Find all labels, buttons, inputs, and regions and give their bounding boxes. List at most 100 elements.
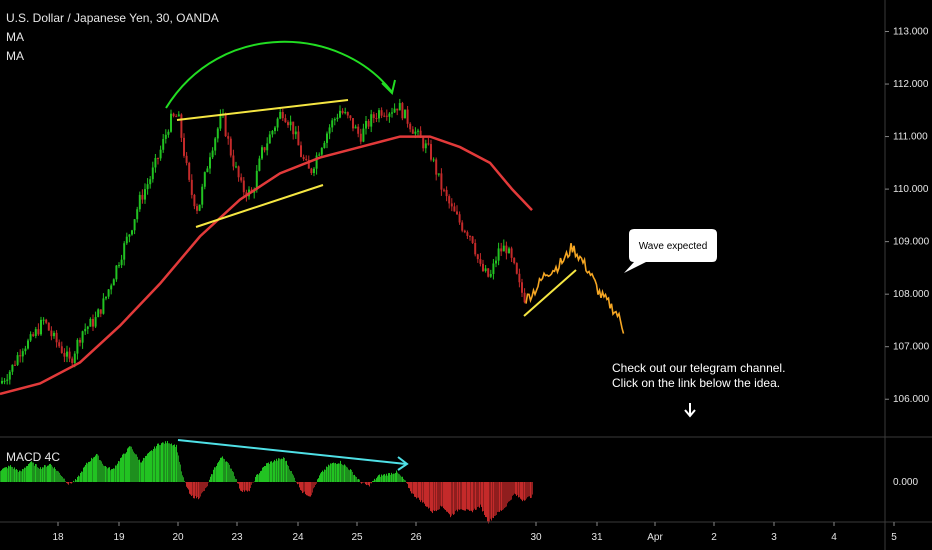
macd-bar [245, 482, 246, 491]
macd-bar [430, 482, 431, 511]
macd-bar [131, 446, 132, 482]
macd-bar [253, 482, 254, 483]
x-tick-label: 4 [831, 532, 837, 543]
candle-body [484, 268, 487, 272]
macd-bar [106, 466, 107, 482]
macd-bar [366, 482, 367, 486]
macd-bar [140, 462, 141, 482]
macd-bar [186, 482, 187, 487]
macd-bar [515, 482, 516, 495]
macd-bar [347, 467, 348, 482]
candle-body [196, 206, 198, 211]
candle-body [448, 196, 451, 204]
macd-bar [427, 482, 428, 507]
macd-bar [203, 482, 204, 492]
macd-bar [526, 482, 527, 499]
macd-bar [460, 482, 461, 510]
macd-bar [184, 480, 185, 482]
macd-bar [340, 460, 341, 482]
macd-bar [44, 465, 45, 482]
macd-bar [214, 467, 215, 482]
macd-bar [146, 455, 147, 482]
candle-body [476, 254, 479, 260]
macd-bar [45, 465, 46, 482]
macd-bar [215, 467, 216, 482]
macd-bar [255, 476, 256, 482]
candle-body [68, 351, 71, 359]
candle-body [157, 157, 159, 159]
macd-bar [384, 474, 385, 482]
macd-bar [456, 482, 457, 510]
candle-body [229, 138, 232, 156]
macd-bar [143, 457, 144, 482]
macd-bar [503, 482, 504, 510]
macd-bar [530, 482, 531, 499]
macd-bar [312, 482, 313, 493]
macd-bar [311, 482, 312, 496]
macd-label[interactable]: MACD 4C [6, 450, 61, 464]
macd-bar [35, 464, 36, 482]
macd-bar [226, 461, 227, 482]
macd-bar [335, 462, 336, 482]
macd-bar [265, 465, 266, 482]
macd-bar [425, 482, 426, 507]
macd-bar [273, 461, 274, 482]
macd-bar [0, 471, 1, 482]
candle-body [378, 110, 380, 119]
support-trendline[interactable] [523, 269, 577, 317]
macd-bar [259, 473, 260, 482]
candle-body [216, 128, 219, 139]
indicator-label-ma-2[interactable]: MA [6, 49, 24, 63]
channel-lower-line[interactable] [195, 184, 324, 228]
candle-body [172, 113, 175, 117]
macd-bar [24, 467, 25, 482]
macd-bar [469, 482, 470, 511]
candle-body [42, 319, 45, 321]
macd-bar [376, 478, 377, 482]
macd-bar [329, 465, 330, 482]
macd-bar [463, 482, 464, 511]
macd-bar [68, 482, 69, 485]
macd-bar [62, 476, 63, 482]
candle-body [146, 184, 149, 190]
macd-bar [333, 462, 334, 482]
macd-bar [136, 454, 137, 482]
macd-bar [328, 464, 329, 482]
y-tick-label: 107.000 [893, 342, 930, 353]
bubble-shape[interactable] [624, 229, 717, 273]
macd-bar [38, 467, 39, 482]
candle-body [391, 112, 393, 114]
macd-bar [228, 463, 229, 482]
macd-bar [501, 482, 502, 511]
macd-bar [271, 461, 272, 482]
arc-arrow-line[interactable] [165, 40, 393, 109]
indicator-label-ma-1[interactable]: MA [6, 30, 24, 44]
macd-bar [478, 482, 479, 507]
candle-body [344, 112, 347, 114]
candle-body [437, 173, 440, 175]
macd-bar [139, 459, 140, 482]
channel-upper-line[interactable] [176, 99, 349, 121]
macd-bar [357, 479, 358, 482]
macd-bar [63, 478, 64, 482]
candle-body [214, 138, 217, 151]
macd-bar [53, 468, 54, 482]
macd-bar [212, 474, 213, 482]
macd-bar [315, 482, 316, 485]
candle-body [73, 353, 76, 363]
divergence-arrow-line[interactable] [177, 439, 407, 465]
candle-body [209, 157, 211, 169]
macd-bar [412, 482, 413, 494]
macd-bar [490, 482, 491, 519]
candle-body [118, 265, 120, 267]
macd-bar [370, 482, 371, 484]
macd-bar [237, 482, 238, 484]
macd-bar [284, 457, 285, 482]
candle-body [502, 245, 505, 252]
macd-bar [381, 474, 382, 482]
candle-body [89, 318, 92, 327]
macd-bar [119, 461, 120, 482]
candle-body [380, 110, 383, 116]
macd-bar [181, 471, 182, 482]
